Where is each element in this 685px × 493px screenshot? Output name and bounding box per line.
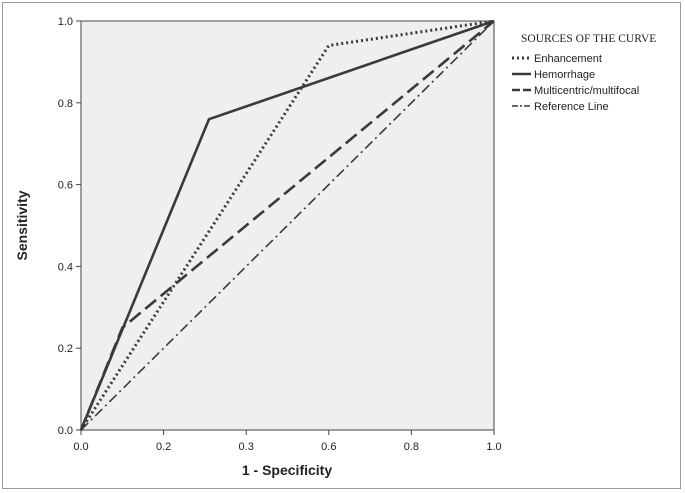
series-layer	[79, 19, 495, 431]
series-line-multicentric-multifocal	[79, 19, 495, 431]
x-tick-label: 0.2	[156, 441, 171, 453]
x-tick-label: 0.0	[73, 441, 88, 453]
series-line-reference-line	[80, 20, 495, 431]
x-axis-ticks: 0.0 0.2 0.3 0.6 0.8 1.0	[73, 430, 502, 453]
legend-title: SOURCES OF THE CURVE	[521, 33, 656, 45]
x-tick-label: 0.3	[239, 441, 254, 453]
y-tick-label: 0.4	[58, 261, 73, 273]
x-axis-title: 1 - Specificity	[242, 462, 332, 478]
y-axis-ticks: 0.0 0.2 0.4 0.6 0.8 1.0	[58, 16, 81, 437]
legend-label-multicentric-multifocal: Multicentric/multifocal	[534, 85, 639, 97]
legend-label-hemorrhage: Hemorrhage	[534, 69, 595, 81]
y-tick-label: 0.0	[58, 425, 73, 437]
y-axis-title: Sensitivity	[14, 190, 30, 260]
y-tick-label: 0.8	[58, 98, 73, 110]
y-tick-label: 0.2	[58, 343, 73, 355]
y-tick-label: 0.6	[58, 180, 73, 192]
x-tick-label: 1.0	[486, 441, 501, 453]
legend: SOURCES OF THE CURVE Enhancement Hemorrha…	[512, 33, 656, 113]
x-tick-label: 0.6	[321, 441, 336, 453]
legend-label-reference-line: Reference Line	[534, 101, 609, 113]
x-tick-label: 0.8	[404, 441, 419, 453]
y-tick-label: 1.0	[58, 16, 73, 28]
legend-label-enhancement: Enhancement	[534, 53, 602, 65]
